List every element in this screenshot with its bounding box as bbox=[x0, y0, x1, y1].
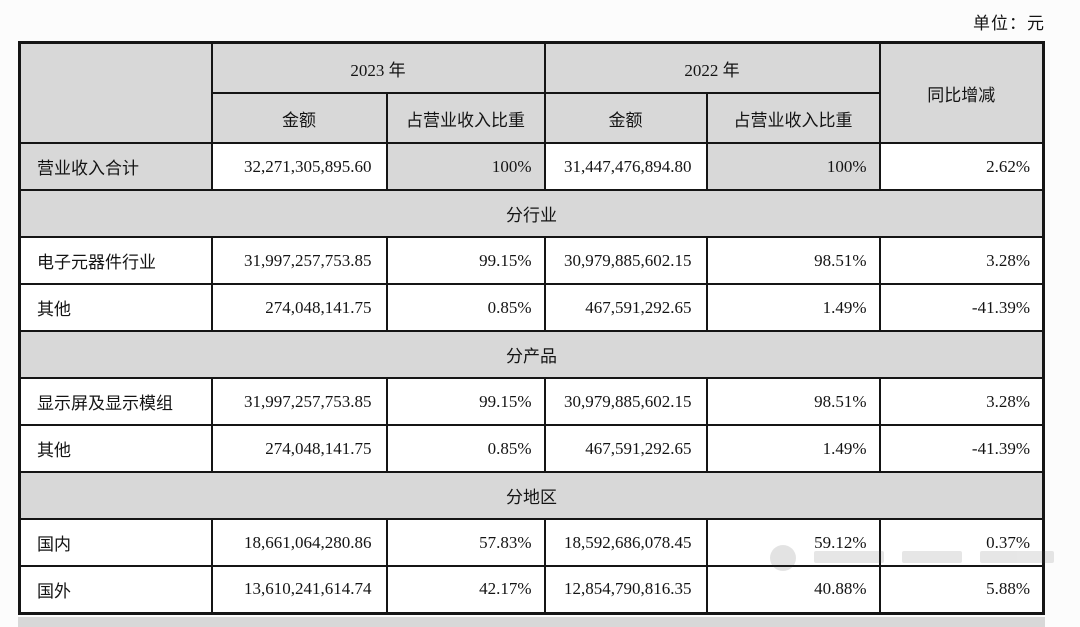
cell-amount-2023: 32,271,305,895.60 bbox=[210, 142, 388, 191]
cell-label: 显示屏及显示模组 bbox=[18, 377, 213, 426]
cell-amount-2022: 30,979,885,602.15 bbox=[543, 236, 708, 285]
cell-yoy: 3.28% bbox=[878, 236, 1045, 285]
header-ratio-2023: 占营业收入比重 bbox=[385, 92, 546, 144]
cell-ratio-2023: 0.85% bbox=[385, 283, 546, 332]
cell-yoy: 3.28% bbox=[878, 377, 1045, 426]
cell-ratio-2022: 1.49% bbox=[705, 424, 881, 473]
header-yoy: 同比增减 bbox=[878, 41, 1045, 144]
header-row-subcolumns: 金额 占营业收入比重 金额 占营业收入比重 bbox=[20, 92, 1044, 144]
cell-label: 国外 bbox=[18, 565, 213, 614]
cell-label: 国内 bbox=[18, 518, 213, 567]
cell-ratio-2023: 99.15% bbox=[385, 236, 546, 285]
cell-amount-2023: 274,048,141.75 bbox=[210, 283, 388, 332]
header-ratio-2022: 占营业收入比重 bbox=[705, 92, 881, 144]
cell-yoy: 5.88% bbox=[878, 565, 1045, 614]
section-title: 分产品 bbox=[18, 330, 1045, 379]
header-year-2023: 2023 年 bbox=[210, 41, 546, 94]
cell-ratio-2022: 1.49% bbox=[705, 283, 881, 332]
cell-ratio-2023: 99.15% bbox=[385, 377, 546, 426]
cell-amount-2022: 12,854,790,816.35 bbox=[543, 565, 708, 614]
cell-amount-2022: 30,979,885,602.15 bbox=[543, 377, 708, 426]
table-row-total-revenue: 营业收入合计 32,271,305,895.60 100% 31,447,476… bbox=[18, 142, 1045, 191]
cell-ratio-2022: 59.12% bbox=[705, 518, 881, 567]
cell-amount-2023: 274,048,141.75 bbox=[210, 424, 388, 473]
cell-ratio-2023: 0.85% bbox=[385, 424, 546, 473]
cell-ratio-2023: 42.17% bbox=[385, 565, 546, 614]
cell-amount-2023: 31,997,257,753.85 bbox=[210, 236, 388, 285]
section-row-by-industry: 分行业 bbox=[18, 189, 1045, 238]
cell-ratio-2022: 98.51% bbox=[705, 377, 881, 426]
table-row-other-industry: 其他 274,048,141.75 0.85% 467,591,292.65 1… bbox=[18, 283, 1045, 332]
cell-yoy: -41.39% bbox=[878, 424, 1045, 473]
revenue-breakdown-table: 2023 年 2022 年 同比增减 金额 占营业收入比重 金额 占营业收入比重… bbox=[18, 41, 1045, 615]
corner-cell bbox=[18, 41, 213, 144]
header-amount-2023: 金额 bbox=[210, 92, 388, 144]
section-title: 分地区 bbox=[18, 471, 1045, 520]
section-title: 分行业 bbox=[18, 189, 1045, 238]
cell-label: 电子元器件行业 bbox=[18, 236, 213, 285]
table-row-other-product: 其他 274,048,141.75 0.85% 467,591,292.65 1… bbox=[18, 424, 1045, 473]
cell-ratio-2023: 57.83% bbox=[385, 518, 546, 567]
table-row-display-modules: 显示屏及显示模组 31,997,257,753.85 99.15% 30,979… bbox=[18, 377, 1045, 426]
header-amount-2022: 金额 bbox=[543, 92, 708, 144]
cell-yoy: 2.62% bbox=[878, 142, 1045, 191]
cutoff-next-row bbox=[18, 616, 1045, 627]
table-row-overseas: 国外 13,610,241,614.74 42.17% 12,854,790,8… bbox=[18, 565, 1045, 614]
header-row-years: 2023 年 2022 年 同比增减 bbox=[18, 41, 1045, 144]
section-row-by-region: 分地区 bbox=[18, 471, 1045, 520]
cell-label: 其他 bbox=[18, 424, 213, 473]
table-row-electronic-components: 电子元器件行业 31,997,257,753.85 99.15% 30,979,… bbox=[18, 236, 1045, 285]
cell-amount-2022: 18,592,686,078.45 bbox=[543, 518, 708, 567]
cell-amount-2022: 467,591,292.65 bbox=[543, 424, 708, 473]
cell-label: 营业收入合计 bbox=[18, 142, 213, 191]
header-year-2022: 2022 年 bbox=[543, 41, 881, 94]
cell-yoy: 0.37% bbox=[878, 518, 1045, 567]
cell-label: 其他 bbox=[18, 283, 213, 332]
cell-ratio-2023: 100% bbox=[385, 142, 546, 191]
cell-ratio-2022: 100% bbox=[705, 142, 881, 191]
section-row-by-product: 分产品 bbox=[18, 330, 1045, 379]
cell-yoy: -41.39% bbox=[878, 283, 1045, 332]
cell-ratio-2022: 40.88% bbox=[705, 565, 881, 614]
unit-label: 单位：元 bbox=[973, 14, 1045, 33]
cell-amount-2022: 467,591,292.65 bbox=[543, 283, 708, 332]
cell-amount-2023: 13,610,241,614.74 bbox=[210, 565, 388, 614]
cell-amount-2022: 31,447,476,894.80 bbox=[543, 142, 708, 191]
table-row-domestic: 国内 18,661,064,280.86 57.83% 18,592,686,0… bbox=[18, 518, 1045, 567]
cell-amount-2023: 18,661,064,280.86 bbox=[210, 518, 388, 567]
cell-amount-2023: 31,997,257,753.85 bbox=[210, 377, 388, 426]
cell-ratio-2022: 98.51% bbox=[705, 236, 881, 285]
